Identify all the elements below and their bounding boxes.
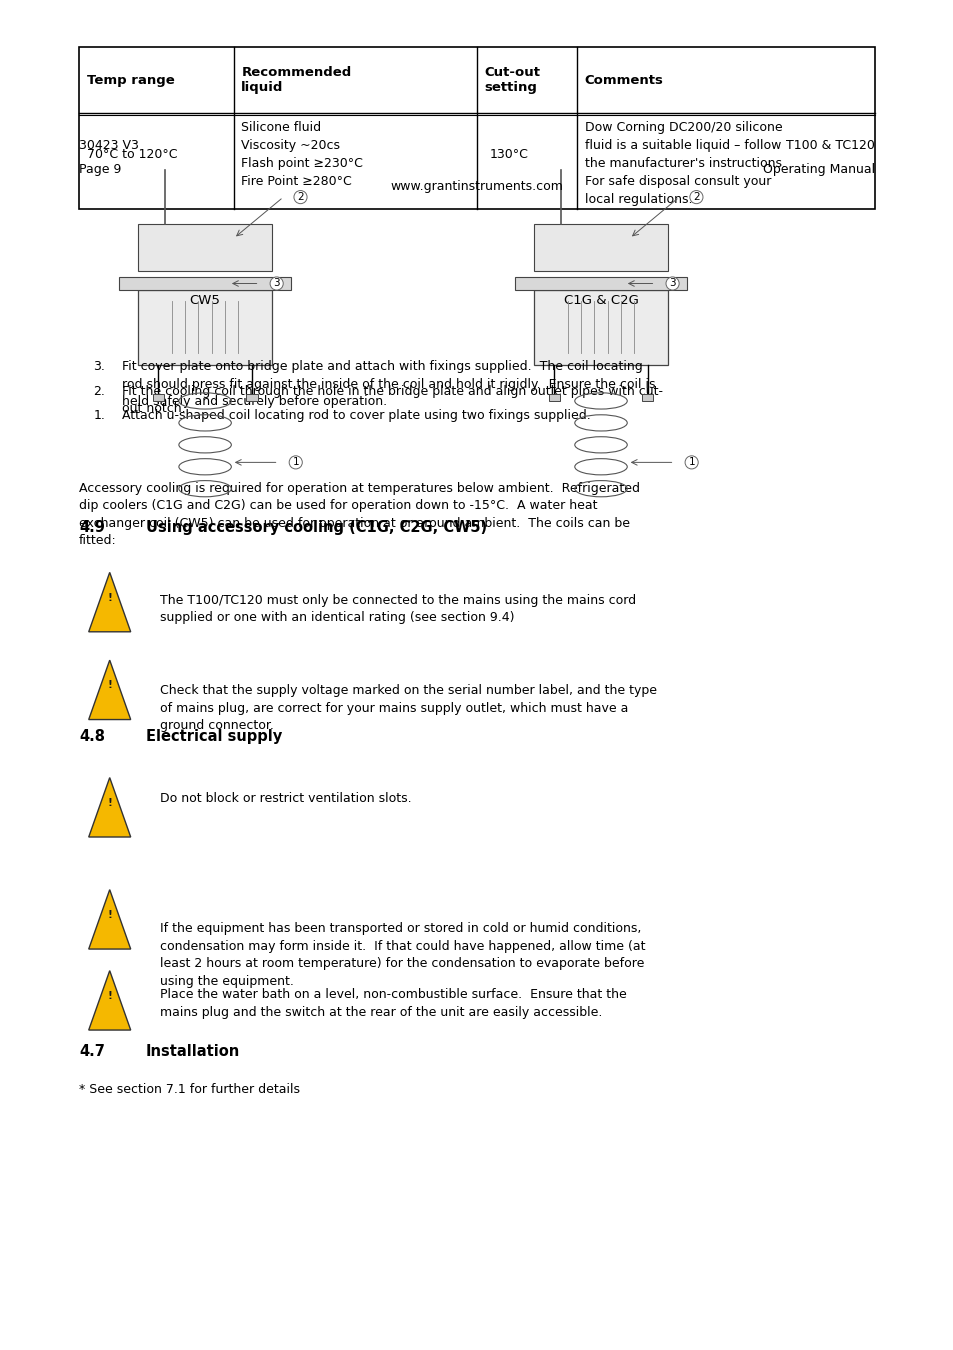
Text: CW5: CW5 bbox=[190, 294, 220, 308]
Text: Attach u-shaped coil locating rod to cover plate using two fixings supplied.: Attach u-shaped coil locating rod to cov… bbox=[122, 409, 590, 423]
Text: 130°C: 130°C bbox=[489, 148, 528, 161]
Text: !: ! bbox=[107, 680, 112, 690]
Text: Operating Manual: Operating Manual bbox=[761, 163, 874, 177]
Polygon shape bbox=[89, 971, 131, 1030]
FancyBboxPatch shape bbox=[534, 224, 667, 271]
Text: If the equipment has been transported or stored in cold or humid conditions,
con: If the equipment has been transported or… bbox=[160, 922, 645, 988]
Text: Place the water bath on a level, non-combustible surface.  Ensure that the
mains: Place the water bath on a level, non-com… bbox=[160, 988, 626, 1019]
Text: Installation: Installation bbox=[146, 1044, 240, 1058]
Text: Page 9: Page 9 bbox=[79, 163, 121, 177]
Text: C1G & C2G: C1G & C2G bbox=[563, 294, 638, 308]
Text: The T100/TC120 must only be connected to the mains using the mains cord
supplied: The T100/TC120 must only be connected to… bbox=[160, 594, 636, 625]
FancyBboxPatch shape bbox=[79, 47, 874, 209]
Text: !: ! bbox=[107, 593, 112, 602]
Text: 3.: 3. bbox=[93, 360, 105, 374]
Text: 1: 1 bbox=[688, 458, 694, 467]
Text: 3: 3 bbox=[274, 278, 279, 289]
FancyBboxPatch shape bbox=[246, 394, 257, 401]
Text: 70°C to 120°C: 70°C to 120°C bbox=[87, 148, 177, 161]
Text: Electrical supply: Electrical supply bbox=[146, 729, 282, 744]
Polygon shape bbox=[89, 660, 131, 720]
FancyBboxPatch shape bbox=[119, 277, 291, 290]
Text: Silicone fluid
Viscosity ~20cs
Flash point ≥230°C
Fire Point ≥280°C: Silicone fluid Viscosity ~20cs Flash poi… bbox=[241, 120, 363, 188]
Text: Fit cover plate onto bridge plate and attach with fixings supplied.  The coil lo: Fit cover plate onto bridge plate and at… bbox=[122, 360, 655, 409]
Text: Check that the supply voltage marked on the serial number label, and the type
of: Check that the supply voltage marked on … bbox=[160, 684, 657, 733]
Text: Accessory cooling is required for operation at temperatures below ambient.  Refr: Accessory cooling is required for operat… bbox=[79, 482, 639, 548]
Text: 2: 2 bbox=[693, 192, 699, 202]
Text: 30423 V3: 30423 V3 bbox=[79, 139, 139, 153]
Text: Using accessory cooling (C1G, C2G, CW5): Using accessory cooling (C1G, C2G, CW5) bbox=[146, 520, 487, 535]
Text: * See section 7.1 for further details: * See section 7.1 for further details bbox=[79, 1083, 300, 1096]
FancyBboxPatch shape bbox=[534, 290, 667, 364]
Text: Temp range: Temp range bbox=[87, 74, 174, 86]
FancyBboxPatch shape bbox=[138, 224, 272, 271]
Text: !: ! bbox=[107, 991, 112, 1000]
Text: 4.9: 4.9 bbox=[79, 520, 105, 535]
Polygon shape bbox=[89, 890, 131, 949]
Text: Do not block or restrict ventilation slots.: Do not block or restrict ventilation slo… bbox=[160, 792, 412, 806]
FancyBboxPatch shape bbox=[152, 394, 164, 401]
Text: 1.: 1. bbox=[93, 409, 105, 423]
Text: Dow Corning DC200/20 silicone
fluid is a suitable liquid – follow
the manufactur: Dow Corning DC200/20 silicone fluid is a… bbox=[584, 120, 785, 205]
Text: !: ! bbox=[107, 798, 112, 807]
FancyBboxPatch shape bbox=[548, 394, 559, 401]
Text: 3: 3 bbox=[669, 278, 675, 289]
Text: Cut-out
setting: Cut-out setting bbox=[484, 66, 540, 95]
FancyBboxPatch shape bbox=[138, 290, 272, 364]
Text: 1: 1 bbox=[293, 458, 298, 467]
FancyBboxPatch shape bbox=[641, 394, 653, 401]
Text: Fit the cooling coil through the hole in the bridge plate and align outlet pipes: Fit the cooling coil through the hole in… bbox=[122, 385, 662, 416]
Polygon shape bbox=[89, 778, 131, 837]
Text: !: ! bbox=[107, 910, 112, 919]
Text: 4.8: 4.8 bbox=[79, 729, 105, 744]
Text: 2: 2 bbox=[297, 192, 303, 202]
Polygon shape bbox=[89, 572, 131, 632]
Text: 4.7: 4.7 bbox=[79, 1044, 105, 1058]
Text: Recommended
liquid: Recommended liquid bbox=[241, 66, 352, 95]
Text: T100 & TC120: T100 & TC120 bbox=[785, 139, 874, 153]
Text: 2.: 2. bbox=[93, 385, 105, 398]
Text: Comments: Comments bbox=[584, 74, 663, 86]
FancyBboxPatch shape bbox=[515, 277, 686, 290]
Text: www.grantinstruments.com: www.grantinstruments.com bbox=[390, 180, 563, 193]
